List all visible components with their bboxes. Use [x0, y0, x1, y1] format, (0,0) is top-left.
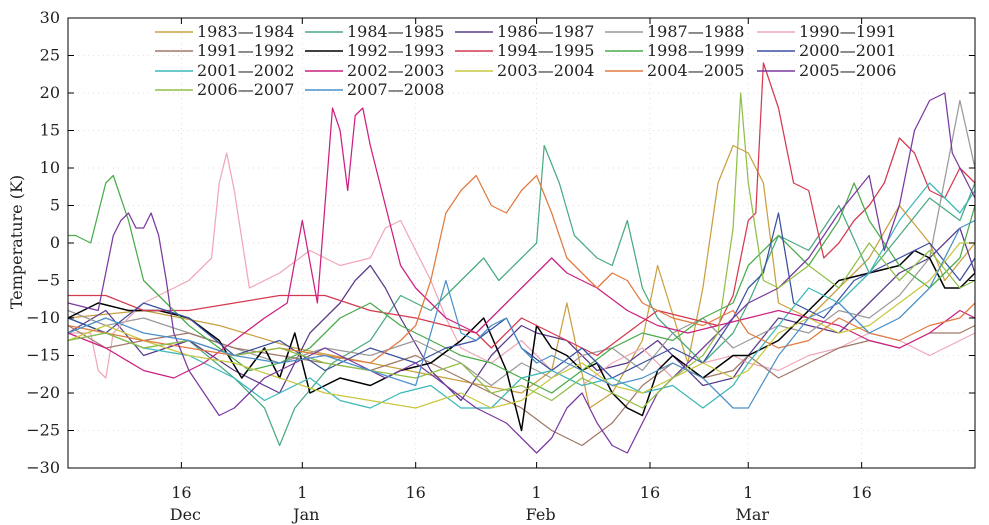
series-line-2004—2005	[67, 174, 976, 364]
legend-label: 2000—2001	[799, 41, 896, 60]
legend-label: 1994—1995	[497, 41, 594, 60]
legend-label: 1992—1993	[347, 41, 444, 60]
legend-label: 1991—1992	[197, 41, 294, 60]
y-tick-label: −5	[36, 271, 60, 290]
legend-item: 1994—1995	[455, 41, 594, 60]
x-month-label: Mar	[735, 505, 769, 524]
series-line-1994—1995	[68, 62, 976, 357]
legend-label: 1990—1991	[799, 22, 896, 41]
legend-item: 1992—1993	[305, 41, 444, 60]
legend-item: 2003—2004	[455, 61, 594, 80]
y-tick-label: −20	[26, 383, 60, 402]
axes: −30 −25 −20 −15 −10 −5 0 5 10 15 20 25 30 16 Dec 1 Jan 16…	[26, 8, 976, 524]
series-line-1987—1988	[67, 99, 976, 387]
legend-item: 1986—1987	[455, 22, 594, 41]
y-tick-label: −30	[26, 458, 60, 477]
legend-item: 1990—1991	[757, 22, 896, 41]
x-month-label: Jan	[291, 505, 319, 524]
legend-label: 2003—2004	[497, 61, 594, 80]
y-tick-label: −10	[26, 308, 60, 327]
legend: 1983—1984 1984—1985 1986—1987 1987—1988 1990…	[155, 22, 896, 99]
series-line-1990—1991	[68, 152, 976, 387]
x-tick-label: 1	[743, 483, 753, 502]
legend-label: 1998—1999	[647, 41, 744, 60]
legend-item: 2004—2005	[605, 61, 744, 80]
series-line-2002—2003	[67, 107, 976, 379]
legend-item: 2002—2003	[305, 61, 444, 80]
legend-item: 2001—2002	[155, 61, 294, 80]
y-tick-label: 30	[40, 8, 60, 27]
legend-item: 1998—1999	[605, 41, 744, 60]
legend-item: 1983—1984	[155, 22, 294, 41]
series-line-2007—2008	[67, 219, 976, 409]
x-tick-label: 1	[297, 483, 307, 502]
legend-label: 2005—2006	[799, 61, 896, 80]
legend-label: 1986—1987	[497, 22, 594, 41]
series-line-1992—1993	[67, 249, 976, 432]
series-line-2003—2004	[67, 242, 975, 409]
series-line-2006—2007	[67, 92, 976, 409]
x-tick-label: 16	[640, 483, 660, 502]
legend-item: 2006—2007	[155, 80, 294, 99]
x-tick-label: 1	[532, 483, 542, 502]
legend-label: 2002—2003	[347, 61, 444, 80]
legend-item: 1984—1985	[305, 22, 444, 41]
legend-label: 2007—2008	[347, 80, 444, 99]
x-month-label: Feb	[526, 505, 556, 524]
y-tick-label: 25	[40, 46, 60, 65]
legend-label: 2004—2005	[647, 61, 744, 80]
legend-item: 2005—2006	[757, 61, 896, 80]
y-tick-label: 20	[40, 83, 60, 102]
legend-label: 1984—1985	[347, 22, 444, 41]
legend-label: 1983—1984	[197, 22, 294, 41]
y-axis-label: Temperature (K)	[7, 175, 26, 309]
x-tick-label: 16	[851, 483, 871, 502]
series-lines	[67, 62, 976, 454]
x-tick-label: 16	[171, 483, 191, 502]
legend-label: 2001—2002	[197, 61, 294, 80]
series-line-2005—2006	[67, 92, 976, 454]
series-line-1986—1987	[67, 227, 976, 402]
legend-item: 2007—2008	[305, 80, 444, 99]
y-tick-label: 0	[50, 233, 60, 252]
x-month-label: Dec	[170, 505, 201, 524]
y-tick-label: 15	[40, 121, 60, 140]
legend-label: 1987—1988	[647, 22, 744, 41]
y-tick-label: 10	[40, 158, 60, 177]
legend-label: 2006—2007	[197, 80, 294, 99]
series-line-1998—1999	[68, 174, 976, 394]
legend-item: 1991—1992	[155, 41, 294, 60]
x-tick-label: 16	[406, 483, 426, 502]
y-tick-label: −25	[26, 421, 60, 440]
y-tick-label: 5	[50, 196, 60, 215]
legend-item: 2000—2001	[757, 41, 896, 60]
series-line-2001—2002	[67, 182, 976, 409]
series-line-1983—1984	[67, 144, 976, 409]
legend-item: 1987—1988	[605, 22, 744, 41]
series-line-1984—1985	[67, 144, 976, 447]
y-tick-label: −15	[26, 346, 60, 365]
